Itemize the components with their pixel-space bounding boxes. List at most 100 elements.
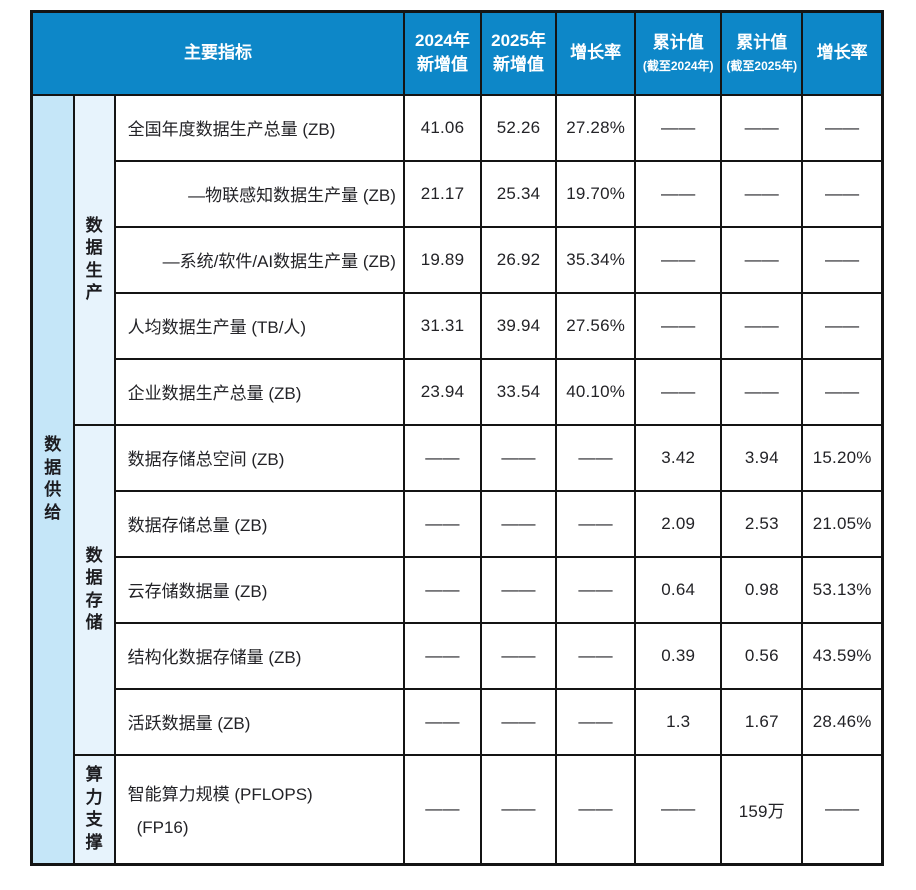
value-cell: —— (479, 555, 558, 624)
category-cell-data-supply: 数据供给 (30, 93, 75, 866)
table-row: 结构化数据存储量 (ZB) —— —— —— 0.39 0.56 43.59% (32, 621, 884, 690)
value-cell: 53.13% (801, 555, 884, 624)
col-header-cumulative-2025: 累计值 (截至2025年) (720, 10, 804, 96)
indicator-line2: (FP16) (136, 818, 189, 838)
value-cell: —— (402, 423, 483, 492)
indicator-cell: 云存储数据量 (ZB) (113, 555, 405, 624)
value-cell: —— (720, 357, 804, 426)
value-cell: 3.42 (634, 423, 723, 492)
value-cell: 0.56 (720, 621, 804, 690)
value-cell: 52.26 (479, 93, 558, 162)
section-cell-computing-support: 算力支撑 (72, 753, 116, 866)
value-cell: —— (720, 225, 804, 294)
value-cell: 159万 (720, 753, 804, 866)
col-header-main-indicator: 主要指标 (30, 10, 405, 96)
value-cell: 2.53 (720, 489, 804, 558)
col-header-2025-new: 2025年 新增值 (479, 10, 558, 96)
value-cell: 27.28% (555, 93, 637, 162)
section-cell-data-production: 数据生产 (72, 93, 116, 426)
value-cell: —— (634, 753, 723, 866)
table-row: 人均数据生产量 (TB/人) 31.31 39.94 27.56% —— —— … (32, 291, 884, 360)
indicator-cell: 活跃数据量 (ZB) (113, 687, 405, 756)
value-cell: —— (634, 357, 723, 426)
value-cell: 21.17 (402, 159, 483, 228)
value-cell: —— (402, 555, 483, 624)
value-cell: —— (479, 423, 558, 492)
value-cell: —— (555, 621, 637, 690)
value-cell: 41.06 (402, 93, 483, 162)
header-line1: 2025年 (491, 30, 546, 50)
header-line2: 新增值 (416, 55, 468, 75)
table-row: 数据存储总量 (ZB) —— —— —— 2.09 2.53 21.05% (32, 489, 884, 558)
vertical-label-data-storage: 数据存储 (85, 545, 103, 632)
value-cell: 1.3 (634, 687, 723, 756)
value-cell: 23.94 (402, 357, 483, 426)
value-cell: —— (801, 291, 884, 360)
indicator-line1: 智能算力规模 (PFLOPS) (127, 785, 313, 805)
header-line1: 累计值 (736, 32, 788, 52)
value-cell: —— (555, 753, 637, 866)
value-cell: 1.67 (720, 687, 804, 756)
value-cell: 0.98 (720, 555, 804, 624)
value-cell: —— (801, 357, 884, 426)
value-cell: —— (555, 555, 637, 624)
value-cell: —— (555, 489, 637, 558)
value-cell: —— (479, 621, 558, 690)
vertical-label-data-production: 数据生产 (85, 215, 103, 302)
indicator-cell: 全国年度数据生产总量 (ZB) (113, 93, 405, 162)
vertical-label-computing-support: 算力支撑 (85, 765, 103, 852)
value-cell: —— (479, 753, 558, 866)
value-cell: —— (720, 93, 804, 162)
col-header-2024-new: 2024年 新增值 (402, 10, 483, 96)
value-cell: 19.89 (402, 225, 483, 294)
value-cell: —— (801, 225, 884, 294)
value-cell: —— (479, 687, 558, 756)
value-cell: 28.46% (801, 687, 884, 756)
data-supply-statistics-table: 主要指标 2024年 新增值 2025年 新增值 增长率 累计值 (截至2024… (30, 10, 884, 866)
value-cell: 43.59% (801, 621, 884, 690)
value-cell: 33.54 (479, 357, 558, 426)
value-cell: 0.39 (634, 621, 723, 690)
table-row: 数据存储 数据存储总空间 (ZB) —— —— —— 3.42 3.94 15.… (32, 423, 884, 756)
indicator-cell: 结构化数据存储量 (ZB) (113, 621, 405, 690)
value-cell: —— (555, 687, 637, 756)
table-row: —物联感知数据生产量 (ZB) 21.17 25.34 19.70% —— ——… (32, 159, 884, 228)
indicator-cell: 智能算力规模 (PFLOPS) (FP16) (113, 753, 405, 866)
value-cell: —— (402, 621, 483, 690)
value-cell: —— (402, 753, 483, 866)
header-line2: 新增值 (493, 55, 545, 75)
vertical-label-data-supply: 数据供给 (44, 435, 62, 522)
value-cell: 27.56% (555, 291, 637, 360)
value-cell: 2.09 (634, 489, 723, 558)
value-cell: —— (634, 225, 723, 294)
value-cell: —— (634, 93, 723, 162)
indicator-cell: 数据存储总空间 (ZB) (113, 423, 405, 492)
value-cell: —— (801, 93, 884, 162)
col-header-growth-rate-cumulative: 增长率 (801, 10, 884, 96)
indicator-cell: 企业数据生产总量 (ZB) (113, 357, 405, 426)
header-subline: (截至2025年) (726, 59, 798, 74)
col-header-cumulative-2024: 累计值 (截至2024年) (634, 10, 723, 96)
table-row: 算力支撑 智能算力规模 (PFLOPS) (FP16) —— —— —— —— … (32, 753, 884, 866)
col-header-growth-rate-new: 增长率 (555, 10, 637, 96)
value-cell: —— (801, 753, 884, 866)
value-cell: —— (555, 423, 637, 492)
table-row: 数据供给 数据生产 全国年度数据生产总量 (ZB) 41.06 52.26 27… (30, 93, 884, 866)
value-cell: —— (402, 489, 483, 558)
value-cell: 19.70% (555, 159, 637, 228)
table-row: —系统/软件/AI数据生产量 (ZB) 19.89 26.92 35.34% —… (32, 225, 884, 294)
table-container: 主要指标 2024年 新增值 2025年 新增值 增长率 累计值 (截至2024… (30, 10, 884, 866)
value-cell: 39.94 (479, 291, 558, 360)
section-cell-data-storage: 数据存储 (72, 423, 116, 756)
header-subline: (截至2024年) (642, 59, 714, 74)
header-line1: 2024年 (415, 30, 470, 50)
value-cell: —— (634, 159, 723, 228)
value-cell: 21.05% (801, 489, 884, 558)
table-row: 企业数据生产总量 (ZB) 23.94 33.54 40.10% —— —— —… (32, 357, 884, 426)
value-cell: 15.20% (801, 423, 884, 492)
table-row: 活跃数据量 (ZB) —— —— —— 1.3 1.67 28.46% (32, 687, 884, 756)
value-cell: 35.34% (555, 225, 637, 294)
value-cell: 25.34 (479, 159, 558, 228)
value-cell: 0.64 (634, 555, 723, 624)
table-row: 云存储数据量 (ZB) —— —— —— 0.64 0.98 53.13% (32, 555, 884, 624)
